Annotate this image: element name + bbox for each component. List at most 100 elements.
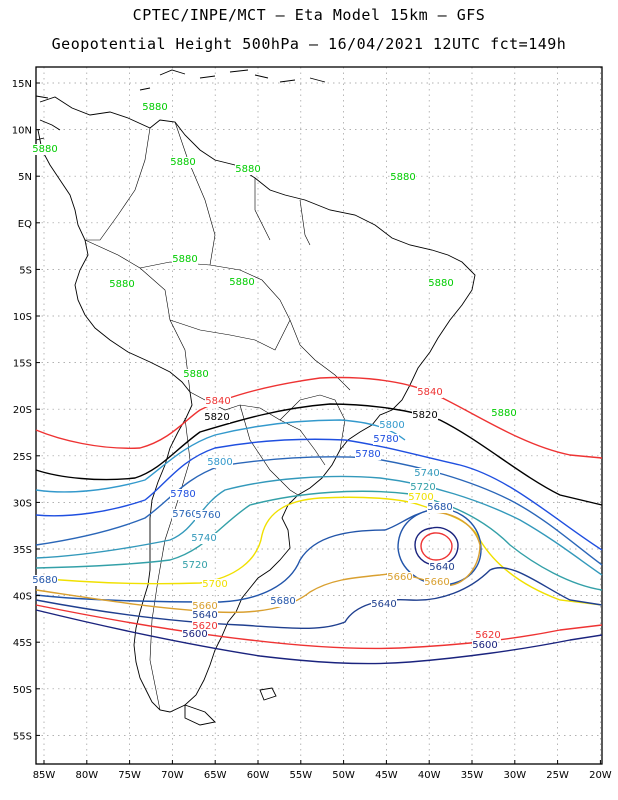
- lat-tick-label: 50S: [13, 685, 32, 696]
- contour-label-bg: [472, 640, 498, 651]
- falklands: [259, 687, 277, 701]
- contour-label: 5660: [192, 601, 217, 612]
- contour-label: 5760: [172, 509, 197, 520]
- contour-label-bg: [204, 412, 230, 423]
- contour-5820: [35, 403, 603, 506]
- caribbean-islands: [139, 69, 326, 91]
- contour-label: 5820: [412, 410, 437, 421]
- contour-label: 5740: [191, 533, 216, 544]
- contour-label: 5660: [387, 572, 412, 583]
- lon-tick-label: 30W: [503, 770, 526, 781]
- contour-label: 5720: [182, 560, 207, 571]
- lat-tick-label: 55S: [13, 731, 32, 742]
- lat-tick-label: 30S: [13, 498, 32, 509]
- contour-label-bg: [414, 468, 440, 479]
- contour-label-bg: [270, 596, 296, 607]
- contour-label: 5880: [390, 172, 415, 183]
- contour-label-bg: [170, 489, 196, 500]
- contour-label: 5880: [170, 157, 195, 168]
- contour-5600: [35, 609, 603, 665]
- contour-label-bg: [387, 572, 413, 583]
- contour-label: 5680: [270, 596, 295, 607]
- tierra-del-fuego: [184, 704, 216, 726]
- contour-label-bg: [390, 172, 416, 183]
- contour-5640: [35, 567, 603, 630]
- contour-label-bg: [172, 509, 198, 520]
- central-america: [35, 95, 61, 141]
- lat-tick-label: 15N: [12, 79, 32, 90]
- contour-label: 5880: [172, 254, 197, 265]
- contour-label: 5880: [109, 279, 134, 290]
- contour-label-bg: [202, 579, 228, 590]
- lon-tick-label: 75W: [118, 770, 141, 781]
- contour-label-bg: [205, 396, 231, 407]
- lon-tick-label: 50W: [332, 770, 355, 781]
- contour-layer: [35, 70, 603, 665]
- contour-label: 5640: [371, 599, 396, 610]
- graticule-grid: [36, 67, 602, 764]
- border-lines: [84, 121, 351, 711]
- contour-label: 5800: [207, 457, 232, 468]
- contour-label-bg: [373, 434, 399, 445]
- lon-tick-label: 60W: [247, 770, 270, 781]
- contour-label-bg: [183, 369, 209, 380]
- contour-label-bg: [170, 157, 196, 168]
- lon-tick-label: 85W: [33, 770, 56, 781]
- contour-label-bg: [427, 502, 453, 513]
- contour-label: 5840: [205, 396, 230, 407]
- contour-label-bg: [355, 449, 381, 460]
- contour-5620-inner-low: [420, 532, 453, 561]
- lat-tick-label: EQ: [18, 219, 32, 230]
- contour-label-bg: [32, 144, 58, 155]
- contour-label-bg: [191, 533, 217, 544]
- contour-label-bg: [429, 562, 455, 573]
- contour-label-bg: [192, 621, 218, 632]
- contour-5880-brazil: [36, 275, 602, 456]
- contour-label: 5880: [183, 369, 208, 380]
- contour-label: 5880: [142, 102, 167, 113]
- contour-label-bg: [172, 254, 198, 265]
- contour-label: 5840: [417, 387, 442, 398]
- contour-5700: [35, 496, 603, 606]
- contour-label: 5620: [192, 621, 217, 632]
- contour-5880-north: [160, 70, 602, 98]
- contour-label-bg: [417, 387, 443, 398]
- lon-tick-label: 40W: [418, 770, 441, 781]
- contour-label: 5820: [204, 412, 229, 423]
- lon-tick-label: 25W: [546, 770, 569, 781]
- lat-tick-label: 35S: [13, 545, 32, 556]
- contour-label: 5620: [475, 630, 500, 641]
- lon-tick-label: 35W: [461, 770, 484, 781]
- lon-tick-label: 20W: [589, 770, 612, 781]
- lat-tick-label: 10S: [13, 312, 32, 323]
- contour-label: 5600: [472, 640, 497, 651]
- contour-label: 5880: [235, 164, 260, 175]
- contour-label-bg: [142, 102, 168, 113]
- contour-label-bg: [408, 492, 434, 503]
- lat-tick-label: 45S: [13, 638, 32, 649]
- map-subtitle: Geopotential Height 500hPa – 16/04/2021 …: [51, 35, 567, 53]
- contour-label: 5640: [429, 562, 454, 573]
- contour-label: 5700: [202, 579, 227, 590]
- contour-5720: [35, 490, 603, 591]
- contour-label: 5780: [355, 449, 380, 460]
- contour-label: 5800: [379, 420, 404, 431]
- lat-tick-label: 40S: [13, 592, 32, 603]
- lon-tick-label: 65W: [204, 770, 227, 781]
- country-borders: [84, 121, 351, 711]
- lon-tick-label: 45W: [375, 770, 398, 781]
- coastline-layer: [35, 69, 476, 726]
- lon-tick-label: 80W: [75, 770, 98, 781]
- contour-5800: [35, 419, 406, 493]
- contour-5620: [35, 604, 603, 650]
- contour-label: 5600: [182, 629, 207, 640]
- contour-5680-main: [35, 509, 431, 603]
- contour-5840: [35, 376, 603, 459]
- contour-label-layer: 5880 5880 5880 5880 5880 5880 5880 5880 5880 5880…: [32, 102, 517, 651]
- contour-label-bg: [32, 575, 58, 586]
- contour-label-bg: [412, 410, 438, 421]
- contour-label: 5760: [195, 510, 220, 521]
- contour-label-bg: [229, 277, 255, 288]
- contour-label: 5880: [229, 277, 254, 288]
